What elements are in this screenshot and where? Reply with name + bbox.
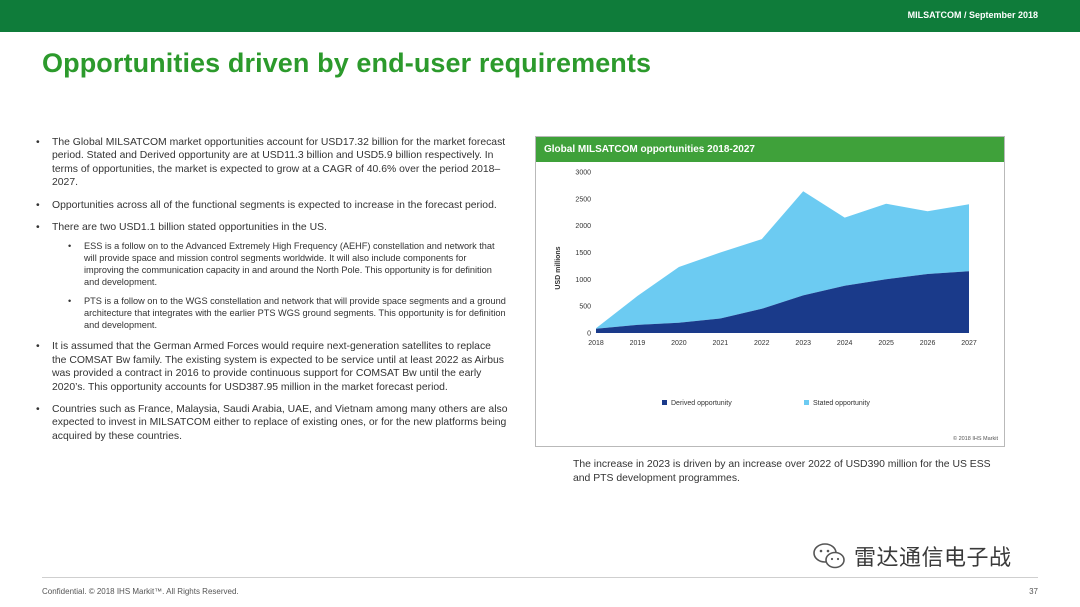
x-tick-label: 2022 bbox=[754, 340, 770, 347]
header-text: MILSATCOM / September 2018 bbox=[907, 10, 1038, 20]
chart-title: Global MILSATCOM opportunities 2018-2027 bbox=[544, 144, 755, 155]
bullet-text: There are two USD1.1 billion stated oppo… bbox=[52, 222, 327, 234]
source-note: © 2018 IHS Markit bbox=[953, 435, 998, 442]
stated-opportunity-area bbox=[596, 191, 969, 329]
x-tick-label: 2027 bbox=[961, 340, 977, 347]
y-tick-label: 1000 bbox=[575, 277, 591, 284]
page-title: Opportunities driven by end-user require… bbox=[42, 48, 652, 78]
chart-header: Global MILSATCOM opportunities 2018-2027 bbox=[536, 137, 1004, 162]
legend-label: Derived opportunity bbox=[671, 400, 732, 407]
bullet-text: It is assumed that the German Armed Forc… bbox=[52, 341, 505, 393]
x-tick-label: 2020 bbox=[671, 340, 687, 347]
y-tick-label: 1500 bbox=[575, 250, 591, 257]
x-tick-label: 2021 bbox=[713, 340, 729, 347]
x-tick-label: 2026 bbox=[920, 340, 936, 347]
y-tick-label: 2500 bbox=[575, 196, 591, 203]
y-tick-label: 500 bbox=[579, 304, 591, 311]
wechat-icon bbox=[813, 543, 845, 569]
y-axis-label: USD millions bbox=[555, 246, 562, 289]
bullet-text: Countries such as France, Malaysia, Saud… bbox=[52, 404, 508, 442]
sub-bullet-text: PTS is a follow on to the WGS constellat… bbox=[84, 296, 506, 331]
top-bar: MILSATCOM / September 2018 bbox=[0, 0, 1080, 32]
watermark-text: 雷达通信电子战 bbox=[854, 546, 1012, 571]
derived-opportunity-area bbox=[596, 271, 969, 333]
y-tick-label: 2000 bbox=[575, 223, 591, 230]
bullet-list: The Global MILSATCOM market opportunitie… bbox=[36, 136, 508, 452]
area-chart: 0 500 1000 1500 2000 2500 3000 2018 2019 2020 202… bbox=[555, 170, 998, 443]
x-tick-label: 2019 bbox=[630, 340, 646, 347]
page-number: 37 bbox=[1029, 587, 1038, 596]
bullet-text: Opportunities across all of the function… bbox=[52, 199, 497, 211]
bullet-item: The Global MILSATCOM market opportunitie… bbox=[36, 136, 508, 190]
bullet-text: The Global MILSATCOM market opportunitie… bbox=[52, 137, 506, 189]
bullet-item: Opportunities across all of the function… bbox=[36, 199, 508, 213]
legend-label: Stated opportunity bbox=[813, 400, 870, 407]
y-tick-label: 0 bbox=[587, 331, 591, 338]
sub-bullet-item: PTS is a follow on to the WGS constellat… bbox=[68, 295, 508, 331]
footer-copyright: Confidential. © 2018 IHS Markit™. All Ri… bbox=[42, 587, 239, 596]
x-tick-label: 2018 bbox=[588, 340, 604, 347]
bullet-item: There are two USD1.1 billion stated oppo… bbox=[36, 221, 508, 331]
y-tick-label: 3000 bbox=[575, 170, 591, 177]
x-tick-label: 2024 bbox=[837, 340, 853, 347]
x-tick-label: 2025 bbox=[878, 340, 894, 347]
chart-caption: The increase in 2023 is driven by an inc… bbox=[573, 459, 991, 484]
bullet-item: It is assumed that the German Armed Forc… bbox=[36, 340, 508, 394]
bullet-item: Countries such as France, Malaysia, Saud… bbox=[36, 403, 508, 443]
sub-bullet-item: ESS is a follow on to the Advanced Extre… bbox=[68, 240, 508, 288]
sub-bullet-text: ESS is a follow on to the Advanced Extre… bbox=[84, 241, 495, 288]
chart-panel: Global MILSATCOM opportunities 2018-2027… bbox=[535, 136, 1005, 447]
footer-divider bbox=[42, 577, 1038, 578]
legend-swatch bbox=[662, 400, 667, 405]
x-tick-label: 2023 bbox=[795, 340, 811, 347]
sub-bullet-list: ESS is a follow on to the Advanced Extre… bbox=[52, 240, 508, 331]
legend-swatch bbox=[804, 400, 809, 405]
watermark: 雷达通信电子战 bbox=[812, 540, 1012, 572]
